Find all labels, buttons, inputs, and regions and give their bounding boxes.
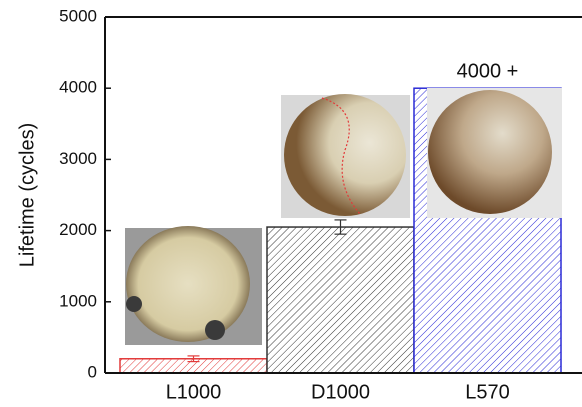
x-tick-label: D1000 xyxy=(311,381,370,403)
photo-disc xyxy=(126,226,250,342)
error-bar xyxy=(187,355,200,363)
photo-disc xyxy=(284,94,406,216)
photo-insets xyxy=(125,88,562,345)
y-axis-label: Lifetime (cycles) xyxy=(16,123,38,267)
y-tick-label: 0 xyxy=(88,362,97,381)
value-label: 4000 + xyxy=(457,60,519,82)
x-tick-label: L570 xyxy=(465,381,510,403)
bar xyxy=(266,226,415,374)
y-tick-label: 2000 xyxy=(59,220,97,239)
y-tick-label: 3000 xyxy=(59,149,97,168)
y-tick-label: 4000 xyxy=(59,78,97,97)
photo-disc xyxy=(428,90,552,214)
photo-spot xyxy=(126,296,142,312)
x-tick-label: L1000 xyxy=(166,381,222,403)
y-tick-label: 5000 xyxy=(59,6,97,25)
y-tick-label: 1000 xyxy=(59,291,97,310)
photo-spot xyxy=(205,320,225,340)
error-bar xyxy=(334,219,347,235)
axes: 0 1000 2000 3000 4000 5000 xyxy=(59,6,582,381)
photo-outline xyxy=(321,97,361,215)
